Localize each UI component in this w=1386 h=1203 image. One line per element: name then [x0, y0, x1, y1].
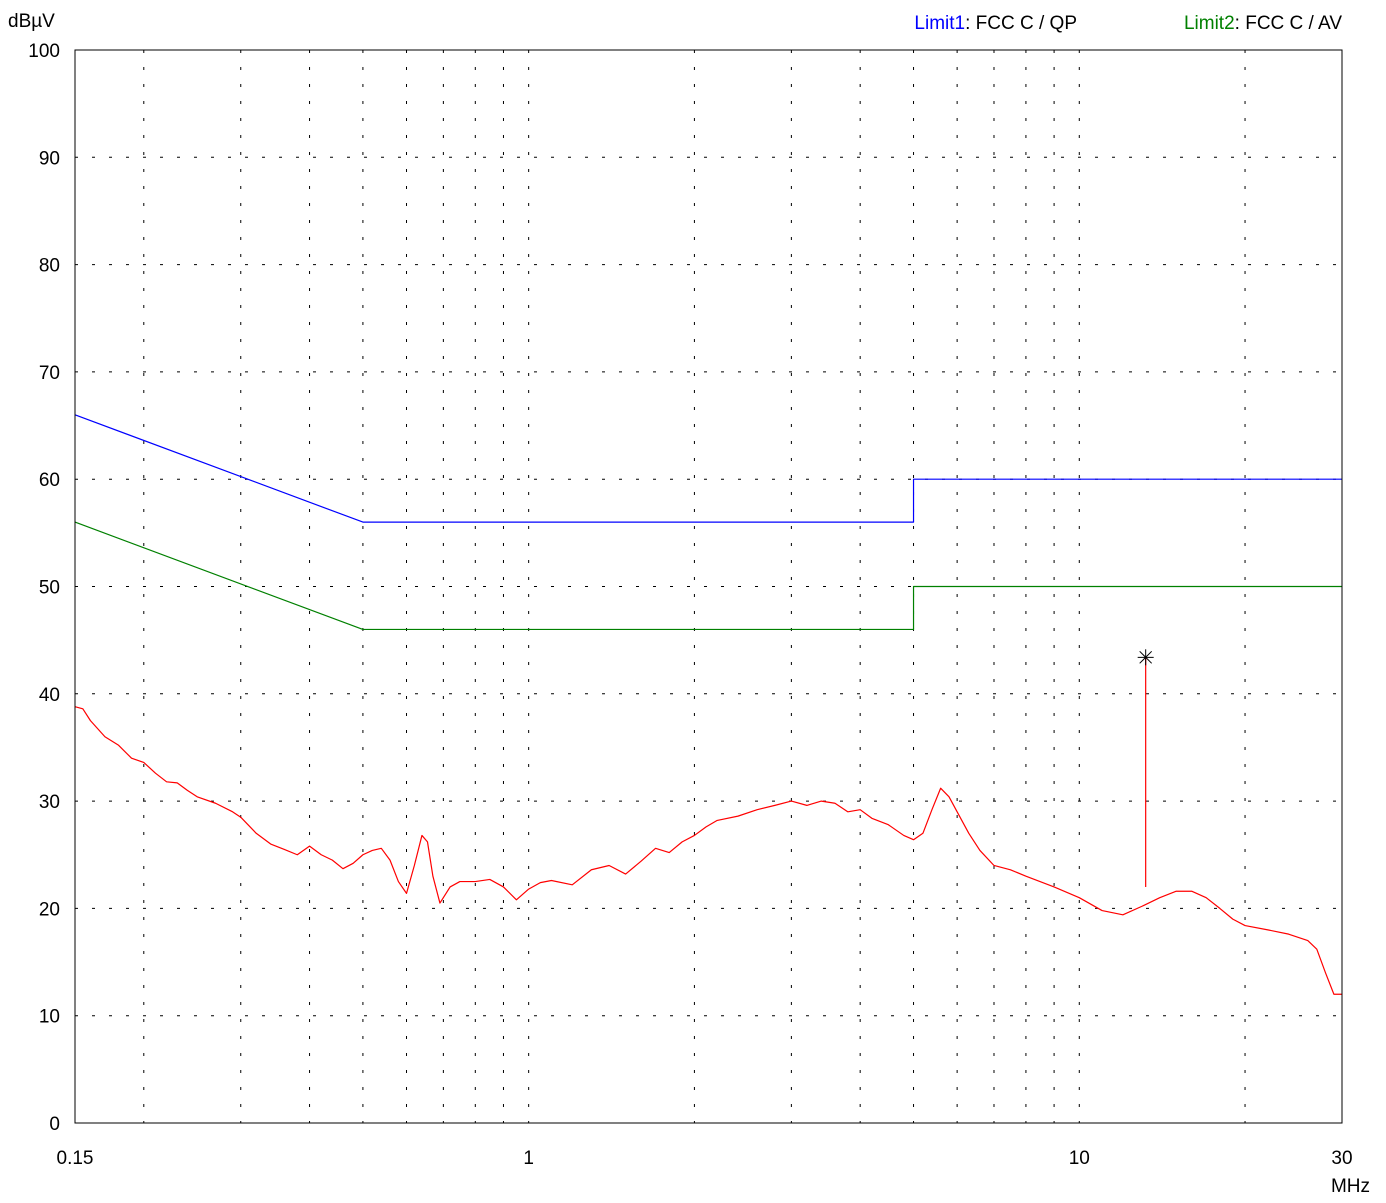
y-tick-labels: 0 10 20 30 40 50 60 70 80 90 100 — [28, 41, 60, 1135]
y-tick-label: 70 — [39, 363, 60, 384]
x-axis-label: MHz — [1331, 1176, 1370, 1197]
limit1-line — [74, 414, 1342, 523]
legend-limit2: Limit2: FCC C / AV — [1184, 13, 1342, 34]
legend-limit1-name: Limit1 — [914, 13, 965, 34]
x-tick-labels: 0.15 1 10 30 — [57, 1148, 1353, 1169]
x-tick-label: 1 — [523, 1148, 534, 1169]
y-tick-label: 20 — [39, 899, 60, 920]
y-tick-label: 60 — [39, 470, 60, 491]
plot-frame — [74, 49, 1343, 1124]
x-tick-label: 30 — [1331, 1148, 1352, 1169]
y-tick-label: 40 — [39, 685, 60, 706]
legend-limit2-name: Limit2 — [1184, 13, 1235, 34]
y-axis-label: dBµV — [8, 11, 55, 32]
y-tick-label: 50 — [39, 578, 60, 599]
peak-marker — [1137, 649, 1154, 666]
x-tick-label: 0.15 — [57, 1148, 94, 1169]
y-tick-label: 80 — [39, 256, 60, 277]
y-tick-label: 0 — [49, 1114, 60, 1135]
legend-limit2-text: : FCC C / AV — [1235, 13, 1343, 34]
y-tick-label: 90 — [39, 148, 60, 169]
limit2-line — [74, 521, 1342, 631]
legend-limit1: Limit1: FCC C / QP — [914, 13, 1077, 34]
x-tick-label: 10 — [1069, 1148, 1090, 1169]
series-layer — [74, 414, 1342, 995]
measurement-line — [74, 706, 1342, 995]
legend-limit1-text: : FCC C / QP — [965, 13, 1077, 34]
y-tick-label: 10 — [39, 1007, 60, 1028]
y-tick-label: 100 — [28, 41, 60, 62]
y-tick-label: 30 — [39, 792, 60, 813]
